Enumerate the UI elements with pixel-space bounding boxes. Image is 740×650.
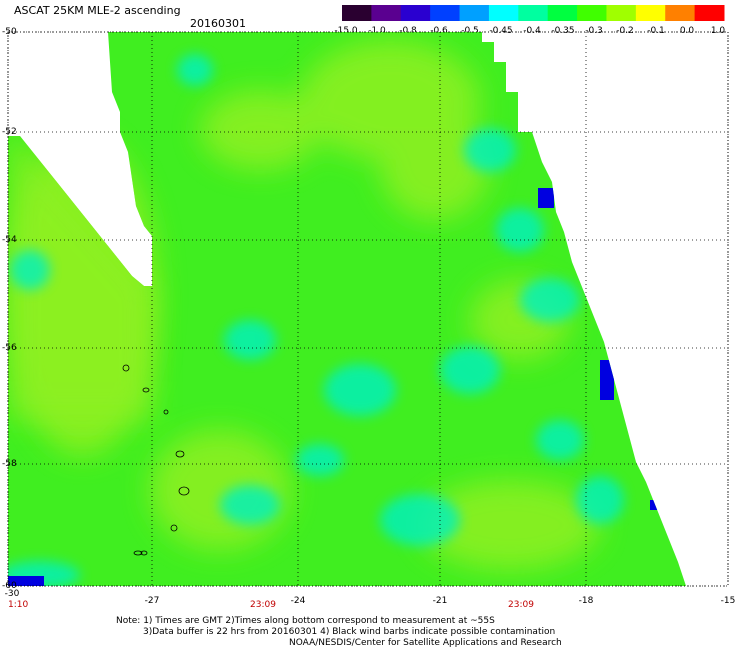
colorbar-swatch (635, 5, 666, 21)
longitude-label: -18 (578, 596, 594, 606)
island-outline (175, 450, 185, 458)
island-outline (142, 387, 150, 393)
color-scale-bar: -15.0 -1.0 -0.8 -0.6 -0.5 -0.45 -0.4 -0.35 -0.3 -… (334, 5, 726, 36)
colorbar-swatch (606, 5, 637, 21)
time-label: 23:09 (250, 600, 276, 610)
island-outline (122, 364, 130, 372)
colorbar-tick-label: -0.35 (551, 26, 574, 36)
colorbar-tick-label: -0.6 (430, 26, 448, 36)
colorbar-tick-label: -0.5 (461, 26, 479, 36)
island-outline (140, 550, 148, 556)
colorbar-swatch (665, 5, 696, 21)
latitude-label: -56 (2, 343, 17, 353)
colorbar-tick-label: -1.0 (368, 26, 386, 36)
colorbar-tick-label: 1.0 (711, 26, 726, 36)
island-outline (178, 486, 190, 496)
colorbar-swatch (488, 5, 519, 21)
note-line-3: NOAA/NESDIS/Center for Satellite Applica… (289, 638, 562, 648)
island-outline (170, 524, 178, 532)
longitude-label: -21 (432, 596, 448, 606)
colorbar-tick-label: -0.4 (523, 26, 541, 36)
colorbar-swatch (577, 5, 607, 21)
colorbar-swatch (342, 5, 372, 21)
latitude-label: -58 (2, 459, 17, 469)
blue-edge-pixels (650, 500, 660, 510)
plot-title: ASCAT 25KM MLE-2 ascending (14, 4, 181, 17)
note-line-1: Note: 1) Times are GMT 2)Times along bot… (116, 616, 495, 626)
blue-edge-pixels (538, 188, 554, 208)
colorbar-tick-label: -0.8 (399, 26, 417, 36)
plot-date: 20160301 (190, 17, 246, 30)
latitude-label: -60 (2, 581, 17, 591)
time-label: 1:10 (8, 600, 29, 610)
longitude-label: -15 (720, 596, 736, 606)
blue-edge-pixels (8, 576, 44, 586)
colorbar-tick-label: -0.1 (647, 26, 665, 36)
latitude-label: -50 (2, 27, 17, 37)
blue-edge-pixels (600, 360, 614, 400)
time-label: 23:09 (508, 600, 534, 610)
colorbar-tick-label: -15.0 (334, 26, 358, 36)
latitude-label: -54 (2, 235, 17, 245)
colorbar-swatch (430, 5, 461, 21)
colorbar-swatch (371, 5, 402, 21)
island-outline (133, 550, 143, 556)
colorbar-tick-label: -0.3 (585, 26, 603, 36)
longitude-label: -24 (290, 596, 306, 606)
colorbar-swatch (518, 5, 549, 21)
colorbar-tick-label: 0.0 (680, 26, 695, 36)
colorbar-swatch (694, 5, 725, 21)
colorbar-swatch (459, 5, 490, 21)
longitude-label: -27 (144, 596, 160, 606)
colorbar-tick-label: -0.45 (489, 26, 512, 36)
colorbar-swatch (547, 5, 578, 21)
island-outline (163, 409, 169, 415)
longitude-label: -30 (4, 589, 20, 599)
colorbar-swatch (400, 5, 431, 21)
note-line-2: 3)Data buffer is 22 hrs from 20160301 4)… (143, 627, 556, 637)
colorbar-tick-label: -0.2 (616, 26, 634, 36)
latitude-label: -52 (2, 127, 17, 137)
